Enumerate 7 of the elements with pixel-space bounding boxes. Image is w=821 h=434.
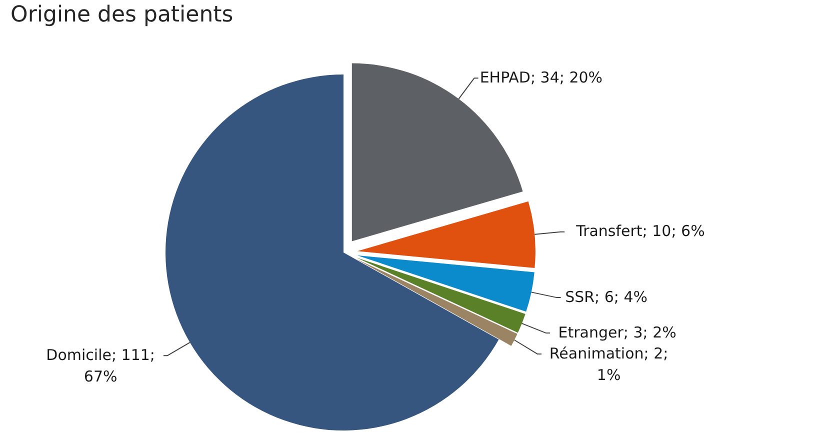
slice-label: Transfert; 10; 6% [575, 222, 705, 240]
slice-label: Domicile; 111; 67% [46, 346, 155, 386]
slice-label: SSR; 6; 4% [565, 288, 648, 306]
slice-label: Etranger; 3; 2% [558, 323, 676, 342]
chart-title: Origine des patients [10, 2, 234, 28]
slice-label: EHPAD; 34; 20% [480, 68, 603, 86]
slice-label: Réanimation; 2; 1% [549, 344, 668, 384]
